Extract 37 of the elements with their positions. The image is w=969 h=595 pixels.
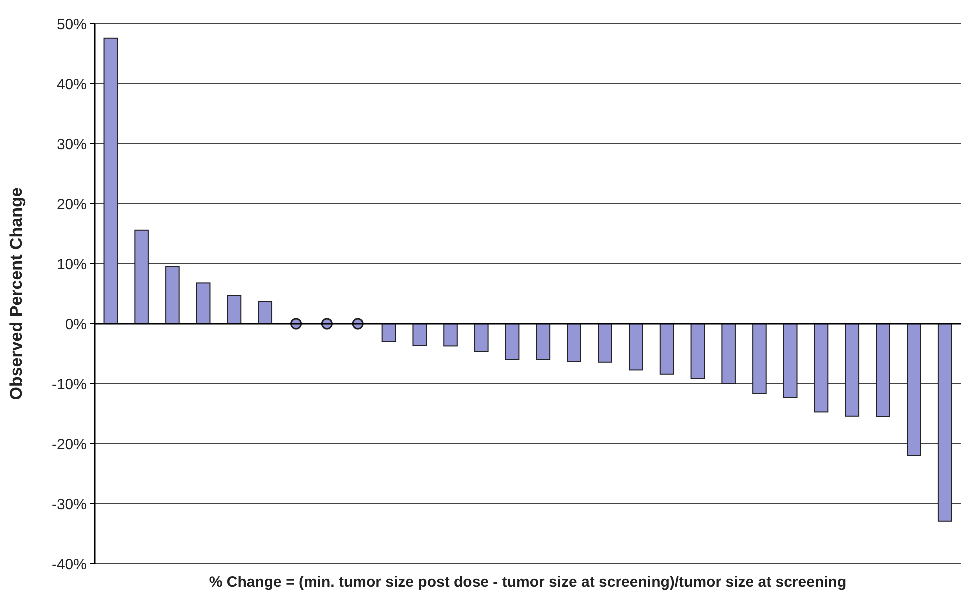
bar: [227, 295, 242, 324]
bar: [536, 324, 551, 360]
bar: [196, 282, 211, 324]
y-tick-label: -30%: [52, 496, 87, 514]
x-axis-title: % Change = (min. tumor size post dose - tumor size at screening)/tumor size at screening: [209, 574, 847, 591]
y-tick-label: 20%: [56, 196, 87, 214]
y-tick-label: 30%: [56, 136, 87, 154]
bar: [567, 324, 582, 362]
y-tick-label: 50%: [56, 16, 87, 34]
bar: [412, 324, 428, 346]
bar: [382, 324, 396, 342]
bar: [938, 324, 952, 522]
bar: [845, 324, 860, 417]
y-tick-label: -40%: [52, 556, 87, 574]
y-tick-label: 40%: [56, 76, 87, 94]
bar: [752, 324, 767, 394]
bar: [104, 38, 118, 324]
y-tick-label: -20%: [52, 436, 87, 454]
bar: [444, 324, 458, 347]
bar: [166, 266, 180, 324]
bar: [505, 324, 520, 360]
bar: [722, 324, 736, 384]
bar: [783, 324, 798, 398]
bar: [814, 324, 829, 413]
y-axis-title: Observed Percent Change: [7, 188, 26, 400]
y-tick-label: 10%: [56, 256, 87, 274]
bar: [876, 324, 890, 418]
bar: [628, 324, 644, 371]
bar: [598, 324, 612, 363]
bar: [134, 230, 149, 324]
bar: [907, 324, 922, 456]
bar: [258, 301, 273, 324]
bar: [474, 324, 489, 352]
bar: [660, 324, 674, 375]
y-tick-label: -10%: [52, 376, 87, 394]
y-tick-label: 0%: [65, 316, 87, 334]
bar: [690, 324, 706, 380]
